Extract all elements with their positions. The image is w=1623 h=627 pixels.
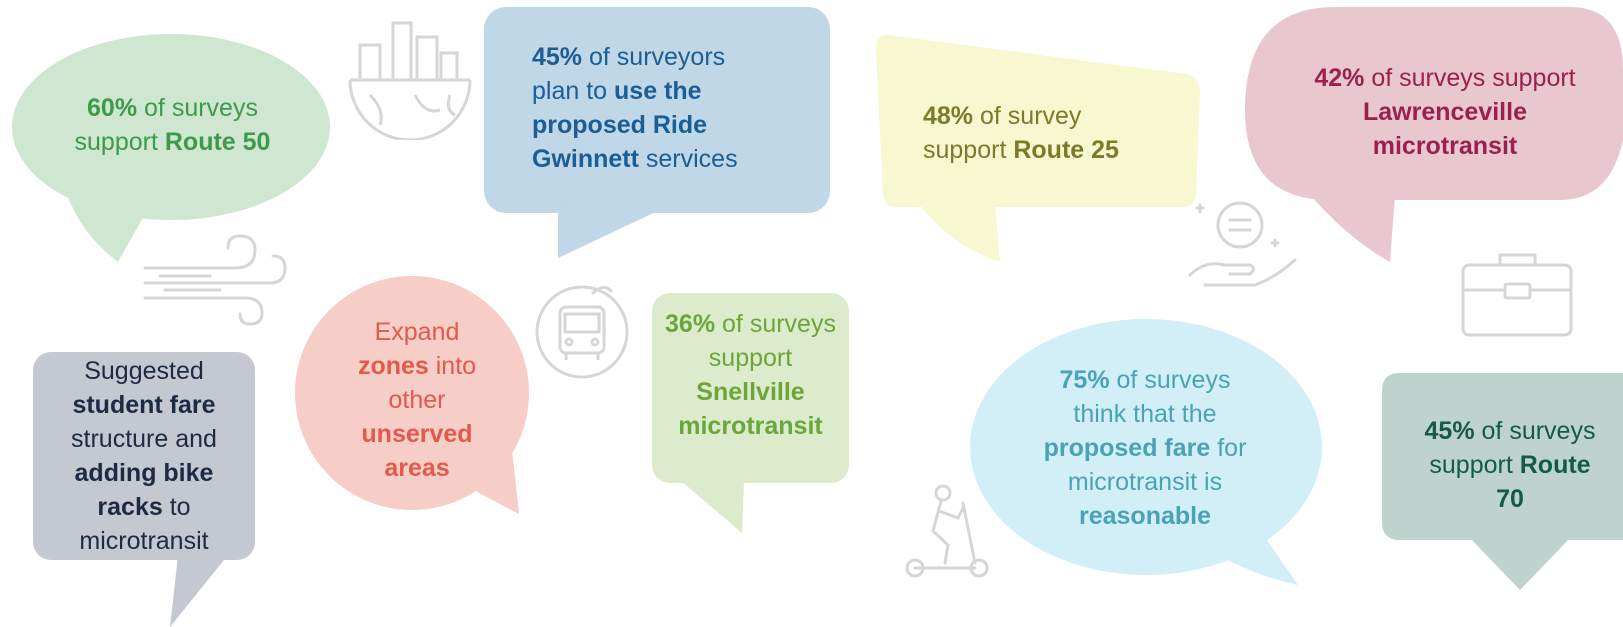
bubble-route50: 60% of surveys support Route 50 [40, 85, 305, 165]
lawrenceville-percent: 42% [1314, 64, 1365, 92]
hand-coin-icon [1188, 201, 1297, 287]
fare-reasonable-text6: reasonable [1078, 501, 1211, 530]
route70-percent: 45% [1424, 417, 1475, 445]
snellville-text1: of surveys [715, 310, 836, 338]
bubble-fare-reasonable: 75% of surveys think that the proposed f… [1000, 360, 1290, 535]
route50-percent: 60% [87, 94, 138, 122]
ride-gwinnett-text6: services [638, 145, 738, 173]
route50-text2: support [74, 128, 165, 156]
route25-text2: support [923, 136, 1014, 164]
bubble-ride-gwinnett: 45% of surveyors plan to use the propose… [532, 38, 822, 178]
lawrenceville-text2: Lawrenceville [1363, 98, 1527, 126]
scooter-icon [905, 484, 989, 578]
ride-gwinnett-text3: use the [614, 77, 702, 105]
route25-route: Route 25 [1013, 136, 1119, 164]
expand-zones-text3: into [428, 352, 477, 380]
snellville-text3: Snellville [696, 378, 805, 406]
bubble-student-fare: Suggested student fare structure and add… [33, 352, 255, 560]
fare-reasonable-text2: think that the [1073, 399, 1217, 428]
bubble-snellville-shape [652, 293, 849, 533]
student-fare-text2: student fare [72, 391, 216, 419]
fare-reasonable-percent: 75% [1059, 365, 1110, 394]
student-fare-text4: adding bike [74, 459, 214, 487]
bubble-lawrenceville-shape [1245, 7, 1623, 262]
city-globe-icon [348, 21, 472, 140]
bus-icon [535, 285, 629, 379]
route70-text1: of surveys [1474, 417, 1596, 445]
fare-reasonable-text5: microtransit is [1067, 467, 1223, 496]
bubble-fare-reasonable-shape [970, 319, 1322, 585]
fare-reasonable-text3: proposed fare [1043, 433, 1211, 462]
student-fare-text5: racks [97, 493, 163, 521]
bubble-expand-zones: Expand zones into other unserved areas [312, 310, 522, 490]
route50-route: Route 50 [164, 128, 271, 156]
fare-reasonable-text4: for [1210, 433, 1247, 462]
route25-text1: of survey [973, 102, 1082, 130]
expand-zones-text2: zones [357, 352, 429, 380]
ride-gwinnett-text5: Gwinnett [532, 145, 639, 173]
expand-zones-text6: areas [384, 454, 450, 482]
ride-gwinnett-percent: 45% [532, 43, 583, 71]
ride-gwinnett-text2: plan to [532, 77, 615, 105]
route50-text1: of surveys [137, 94, 258, 122]
bubble-student-fare-shape [33, 352, 255, 627]
bubble-route25-shape [876, 34, 1200, 262]
route70-text2: support [1429, 451, 1520, 479]
fare-reasonable-text1: of surveys [1109, 365, 1231, 394]
student-fare-text6: to [162, 493, 191, 521]
snellville-percent: 36% [665, 310, 716, 338]
bubble-route70: 45% of surveys support Route 70 [1400, 410, 1620, 520]
student-fare-text1: Suggested [84, 357, 204, 385]
wind-icon [143, 234, 287, 326]
snellville-text4: microtransit [678, 412, 823, 440]
student-fare-text7: microtransit [79, 527, 209, 555]
expand-zones-text5: unserved [361, 420, 473, 448]
bubble-route50-shape [12, 34, 330, 262]
lawrenceville-text1: of surveys support [1364, 64, 1576, 92]
route70-route: Route [1519, 451, 1591, 479]
student-fare-text3: structure and [71, 425, 217, 453]
lawrenceville-text3: microtransit [1372, 132, 1518, 160]
route70-number: 70 [1496, 485, 1524, 513]
ride-gwinnett-text4: proposed Ride [532, 111, 708, 139]
snellville-text2: support [708, 344, 793, 372]
route25-percent: 48% [923, 102, 974, 130]
expand-zones-text1: Expand [374, 318, 460, 346]
bubble-lawrenceville: 42% of surveys support Lawrenceville mic… [1270, 60, 1620, 164]
bubble-route70-shape [1382, 373, 1623, 590]
bubble-route25: 48% of survey support Route 25 [923, 97, 1183, 169]
bubble-ride-gwinnett-shape [484, 7, 830, 258]
ride-gwinnett-text1: of surveyors [582, 43, 726, 71]
expand-zones-text4: other [388, 386, 446, 414]
bubble-expand-zones-shape [295, 276, 529, 514]
bubble-snellville: 36% of surveys support Snellville microt… [652, 300, 849, 450]
briefcase-icon [1461, 253, 1573, 337]
